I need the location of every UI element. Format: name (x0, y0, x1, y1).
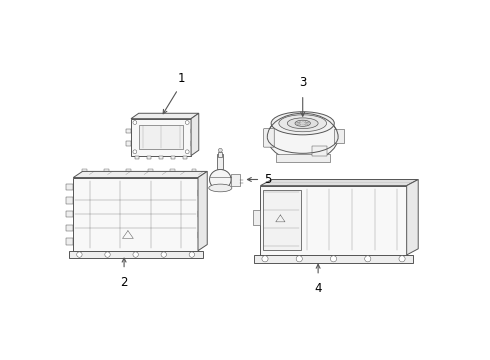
Circle shape (185, 150, 189, 154)
Circle shape (133, 252, 138, 257)
Bar (126, 129, 131, 133)
Bar (73, 177, 198, 251)
Bar (135, 156, 139, 159)
Bar (66, 184, 73, 190)
Text: 4: 4 (315, 282, 322, 295)
Polygon shape (131, 113, 199, 119)
Circle shape (161, 252, 167, 257)
Bar (126, 141, 131, 145)
Circle shape (185, 121, 189, 125)
Ellipse shape (287, 118, 318, 129)
Circle shape (330, 256, 337, 262)
Bar (276, 154, 330, 162)
Circle shape (133, 121, 137, 125)
Bar (104, 169, 109, 173)
Bar (82, 169, 87, 173)
FancyBboxPatch shape (264, 129, 274, 147)
Bar (263, 190, 301, 250)
Bar (198, 232, 205, 238)
Bar (219, 152, 222, 157)
Bar (170, 169, 174, 173)
Bar (69, 251, 203, 258)
Circle shape (296, 256, 302, 262)
Circle shape (412, 197, 417, 202)
Bar (139, 125, 183, 149)
Polygon shape (73, 171, 207, 177)
Bar (66, 197, 73, 203)
Circle shape (105, 252, 110, 257)
Bar (66, 238, 73, 244)
Ellipse shape (271, 112, 334, 135)
Circle shape (133, 150, 137, 154)
Ellipse shape (210, 170, 231, 189)
Bar (66, 211, 73, 217)
Text: 2: 2 (121, 276, 128, 289)
Bar (183, 156, 187, 159)
Text: 5: 5 (264, 173, 271, 186)
Circle shape (262, 256, 268, 262)
Bar (407, 210, 415, 225)
Circle shape (189, 252, 195, 257)
Circle shape (412, 224, 417, 229)
Polygon shape (260, 180, 418, 186)
Bar (126, 169, 131, 173)
Bar (198, 190, 205, 196)
Bar (191, 141, 196, 145)
Bar (192, 169, 196, 173)
Ellipse shape (209, 184, 232, 192)
Bar (231, 174, 240, 186)
Ellipse shape (295, 120, 311, 126)
Bar (159, 156, 163, 159)
Bar (191, 129, 196, 133)
Text: 3: 3 (299, 76, 306, 89)
Bar (217, 154, 223, 170)
Polygon shape (191, 113, 199, 156)
Bar (198, 211, 205, 217)
Ellipse shape (268, 113, 338, 161)
Bar (312, 145, 327, 156)
Circle shape (399, 256, 405, 262)
Circle shape (219, 148, 222, 152)
Bar (260, 186, 407, 255)
Bar (171, 156, 175, 159)
Polygon shape (198, 171, 207, 251)
Bar (334, 130, 344, 143)
Circle shape (77, 252, 82, 257)
Text: 1: 1 (177, 72, 185, 85)
Ellipse shape (279, 115, 326, 132)
Bar (66, 225, 73, 231)
Bar (253, 210, 260, 225)
Bar (131, 119, 191, 156)
Bar (148, 169, 153, 173)
Bar (147, 156, 151, 159)
Bar (254, 255, 413, 263)
Polygon shape (407, 180, 418, 255)
Circle shape (365, 256, 371, 262)
